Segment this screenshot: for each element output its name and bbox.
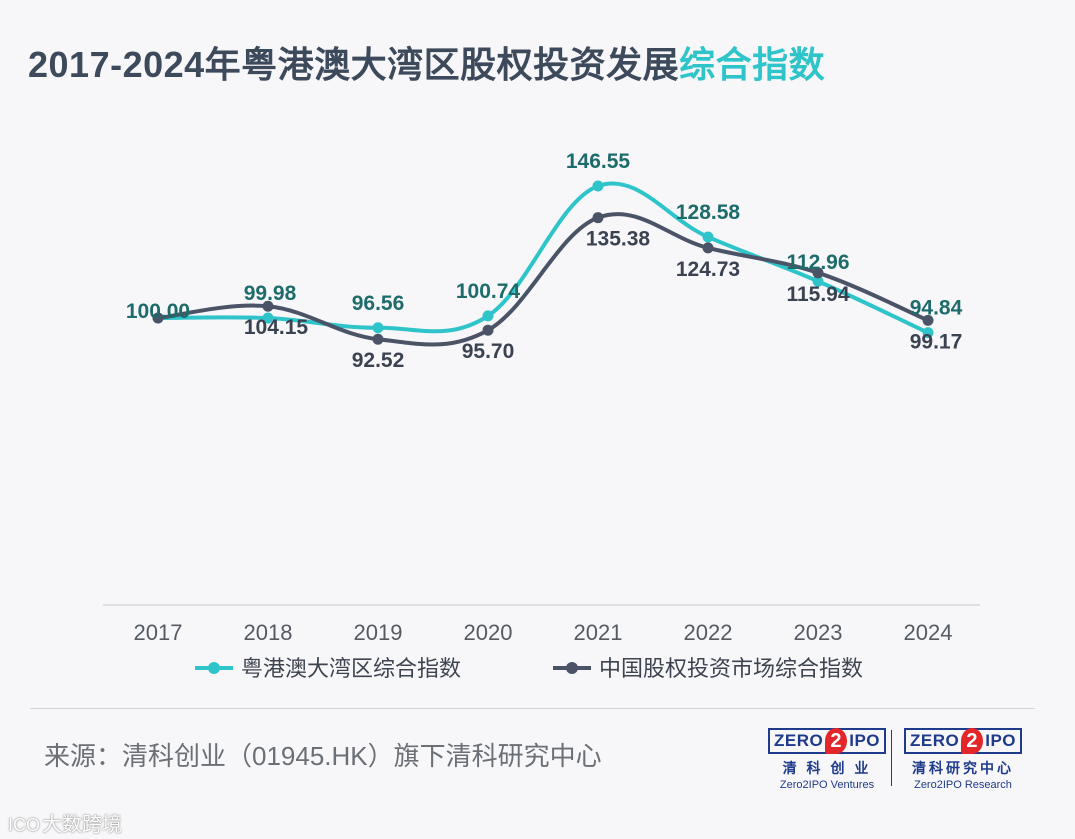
logo-en-text: Zero2IPO Research: [914, 779, 1012, 791]
data-label-gba: 100.74: [456, 280, 521, 303]
x-tick-label: 2018: [244, 620, 293, 645]
x-tick-label: 2017: [134, 620, 183, 645]
data-point-gba: [812, 275, 824, 287]
data-point-china: [482, 324, 494, 336]
data-point-gba: [592, 180, 604, 192]
data-label-gba: 146.55: [566, 150, 631, 173]
line-chart: 2017 2018 2019 2020 2021 2022 2023 2024 100.00 99…: [103, 150, 980, 681]
data-point-china: [922, 314, 934, 326]
watermark-text: 大数跨境: [42, 814, 123, 836]
data-label-gba: 96.56: [352, 292, 405, 315]
data-label-gba: 128.58: [676, 201, 741, 224]
data-label-gba: 100.00: [126, 300, 190, 323]
x-tick-label: 2021: [574, 620, 623, 645]
data-point-china: [372, 333, 384, 345]
chart-title: 2017-2024年粤港澳大湾区股权投资发展综合指数: [28, 36, 825, 88]
logo-cn-text: 清 科 创 业: [782, 760, 872, 776]
logo-cn-text: 清科研究中心: [912, 760, 1015, 776]
data-point-gba: [262, 312, 274, 324]
watermark-icon: ICO: [8, 815, 41, 835]
data-point-gba: [372, 322, 384, 334]
x-tick-label: 2023: [794, 620, 843, 645]
watermark: ICO 大数跨境: [8, 808, 122, 837]
data-point-gba: [922, 327, 934, 339]
data-label-china: 124.73: [676, 258, 740, 281]
data-point-china: [812, 267, 824, 279]
data-point-china: [262, 300, 274, 312]
zero2ipo-mark: ZERO 2 IPO: [768, 728, 887, 754]
series-line-gba-index: [157, 181, 929, 335]
x-tick-label: 2020: [464, 620, 513, 645]
data-point-china: [592, 212, 604, 224]
data-label-gba: 99.98: [244, 282, 297, 305]
title-main: 2017-2024年粤港澳大湾区股权投资发展: [28, 44, 680, 85]
data-point-china: [702, 242, 714, 254]
data-label-china: 95.70: [462, 340, 515, 363]
data-point-gba: [482, 310, 494, 322]
data-label-china: 92.52: [352, 349, 405, 372]
zero2ipo-research-logo: ZERO 2 IPO 清科研究中心 Zero2IPO Research: [904, 728, 1023, 791]
title-highlight: 综合指数: [679, 44, 826, 85]
data-label-china: 99.17: [910, 330, 963, 353]
legend-china-marker: [566, 662, 578, 674]
legend-gba-marker: [208, 662, 220, 674]
x-tick-label: 2022: [684, 620, 733, 645]
series-line-china-index: [157, 212, 929, 347]
zero2ipo-mark: ZERO 2 IPO: [904, 728, 1023, 754]
logo-en-text: Zero2IPO Ventures: [779, 779, 875, 791]
data-point-china: [152, 312, 164, 324]
x-tick-label: 2019: [354, 620, 403, 645]
logo-separator: [891, 730, 892, 786]
data-label-china: 104.15: [244, 316, 309, 339]
data-label-china: 135.38: [586, 228, 651, 251]
divider: [30, 708, 1035, 709]
data-label-gba: 94.84: [910, 297, 963, 320]
source-note: 来源：清科创业（01945.HK）旗下清科研究中心: [44, 741, 602, 771]
legend-china-label: 中国股权投资市场综合指数: [599, 656, 863, 681]
data-label-china: 115.94: [786, 283, 849, 306]
data-point-gba: [702, 231, 714, 243]
legend-gba-label: 粤港澳大湾区综合指数: [241, 656, 461, 681]
x-tick-label: 2024: [904, 620, 953, 645]
data-label-gba: 112.96: [786, 251, 849, 274]
zero2ipo-ventures-logo: ZERO 2 IPO 清 科 创 业 Zero2IPO Ventures: [768, 728, 887, 791]
